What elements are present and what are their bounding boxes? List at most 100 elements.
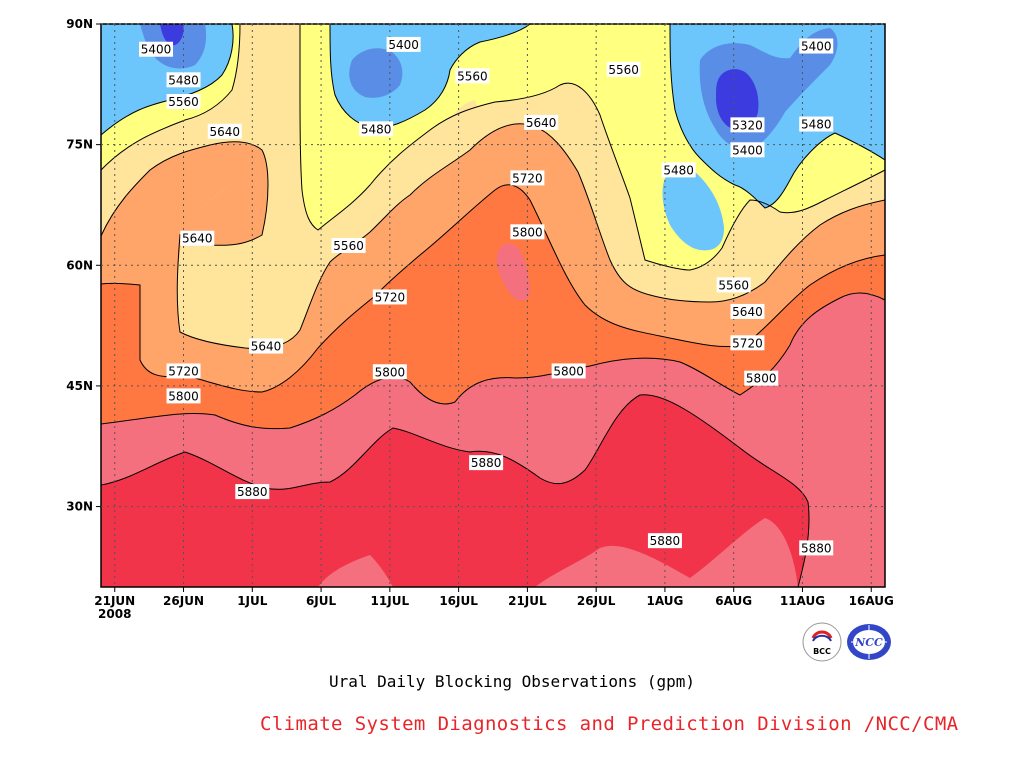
contour-label-bg — [524, 114, 559, 130]
contour-label-bg — [799, 540, 834, 556]
ncc-logo-icon: NCC — [847, 624, 891, 660]
contour-label-bg — [166, 72, 201, 88]
chart-title: Ural Daily Blocking Observations (gpm) — [328, 672, 696, 691]
contour-label-bg — [372, 364, 407, 380]
x-tick-label: 6JUL — [306, 594, 337, 608]
contour-label-text: 5320 — [732, 118, 763, 132]
fill-5800-5880-bump — [496, 243, 530, 301]
contour-label: 5400 — [799, 38, 834, 54]
grid-lines — [101, 23, 885, 587]
contour-label: 5800 — [551, 363, 586, 379]
contour-label-text: 5480 — [801, 118, 832, 132]
fill-5320-5400-a — [140, 24, 207, 69]
ncc-logo-text: NCC — [854, 636, 883, 649]
contour-line-5880-upper — [101, 394, 810, 587]
contour-label-text: 5480 — [663, 163, 694, 177]
contour-label: 5720 — [372, 289, 407, 305]
contour-label-bg — [386, 36, 421, 52]
contour-label: 5400 — [139, 41, 174, 57]
contour-label-text: 5560 — [168, 95, 199, 109]
contour-label: 5640 — [180, 230, 215, 246]
contour-label-bg — [730, 142, 765, 158]
contour-label-bg — [166, 94, 201, 110]
contour-label-bg — [647, 533, 682, 549]
contour-label-text: 5720 — [732, 336, 763, 350]
contour-line-5560 — [101, 24, 885, 271]
contour-label-bg — [799, 38, 834, 54]
x-year-label: 2008 — [98, 607, 131, 621]
contour-label-bg — [799, 116, 834, 132]
axis-ticks: 21JUN 26JUN 1JUL 6JUL 11JUL 16JUL 21JUL 26JUL 1A… — [66, 17, 894, 621]
contour-label-text: 5720 — [512, 171, 543, 185]
contour-label-text: 5560 — [457, 69, 488, 83]
contour-label: 5640 — [730, 303, 765, 319]
contour-label: 5880 — [469, 455, 504, 471]
x-tick-label: 11JUL — [371, 594, 410, 608]
x-tick-label: 1AUG — [646, 594, 683, 608]
fill-below-5320-a — [160, 24, 184, 46]
contour-line-5480 — [101, 24, 885, 209]
contour-label-text: 5400 — [801, 40, 832, 54]
contour-label: 5480 — [661, 162, 696, 178]
contour-label-text: 5640 — [210, 125, 241, 139]
contour-label-text: 5880 — [471, 456, 502, 470]
contour-label-bg — [730, 303, 765, 319]
credit-line: Climate System Diagnostics and Predictio… — [260, 713, 959, 735]
contour-label-bg — [359, 121, 394, 137]
contour-label-bg — [551, 363, 586, 379]
contour-label-text: 5800 — [375, 365, 406, 379]
contour-label-text: 5720 — [375, 290, 406, 304]
contour-label-bg — [510, 170, 545, 186]
contour-label-text: 5560 — [608, 63, 639, 77]
contour-label-bg — [166, 363, 201, 379]
contour-chart: 21JUN 26JUN 1JUL 6JUL 11JUL 16JUL 21JUL 26JUL 1A… — [66, 17, 894, 621]
fill-5320-5400-b — [349, 48, 403, 98]
contour-label-text: 5880 — [801, 541, 832, 555]
contour-label-text: 5560 — [333, 239, 364, 253]
x-tick-label: 16JUL — [439, 594, 478, 608]
contour-label-text: 5800 — [746, 372, 777, 386]
contour-label-bg — [139, 41, 174, 57]
y-tick-label: 90N — [66, 17, 93, 31]
contour-label-bg — [730, 117, 765, 133]
x-tick-label: 6AUG — [715, 594, 752, 608]
contour-label: 5560 — [455, 68, 490, 84]
contour-label-text: 5880 — [237, 485, 268, 499]
y-tick-label: 75N — [66, 138, 93, 152]
contour-label-bg — [716, 277, 751, 293]
x-tick-label: 26JUN — [163, 594, 204, 608]
contour-label-bg — [249, 338, 284, 354]
contour-label: 5800 — [744, 370, 779, 386]
contour-label: 5800 — [166, 388, 201, 404]
contour-label-text: 5880 — [650, 534, 681, 548]
contour-fills — [101, 24, 885, 587]
contour-label-bg — [372, 289, 407, 305]
contour-label-text: 5640 — [182, 232, 213, 246]
contour-label-bg — [331, 237, 366, 253]
contour-label-bg — [455, 68, 490, 84]
contour-label-text: 5640 — [251, 340, 282, 354]
contour-label: 5560 — [166, 94, 201, 110]
contour-label-text: 5800 — [512, 225, 543, 239]
contour-label-bg — [166, 388, 201, 404]
contour-label-text: 5800 — [168, 389, 199, 403]
contour-label-text: 5800 — [553, 364, 584, 378]
contour-label-text: 5480 — [168, 73, 199, 87]
contour-label: 5560 — [606, 61, 641, 77]
contour-label-bg — [606, 61, 641, 77]
bcc-logo-text: BCC — [813, 647, 831, 656]
contour-label: 5720 — [510, 170, 545, 186]
x-tick-label: 11AUG — [780, 594, 825, 608]
contour-label-bg — [469, 455, 504, 471]
fill-5800-5880-patch-a — [318, 555, 393, 587]
x-tick-label: 1JUL — [237, 594, 268, 608]
contour-label-text: 5480 — [361, 122, 392, 136]
contour-label-text: 5400 — [732, 143, 763, 157]
contour-label-bg — [180, 230, 215, 246]
fill-5400-5480-d — [662, 168, 724, 251]
contour-labels: 5400 5480 5560 5640 5640 5640 5720 5800 5880 5400… — [139, 36, 834, 556]
contour-label: 5720 — [730, 335, 765, 351]
contour-label: 5880 — [235, 484, 270, 500]
y-tick-label: 30N — [66, 500, 93, 514]
contour-label-text: 5640 — [732, 305, 763, 319]
